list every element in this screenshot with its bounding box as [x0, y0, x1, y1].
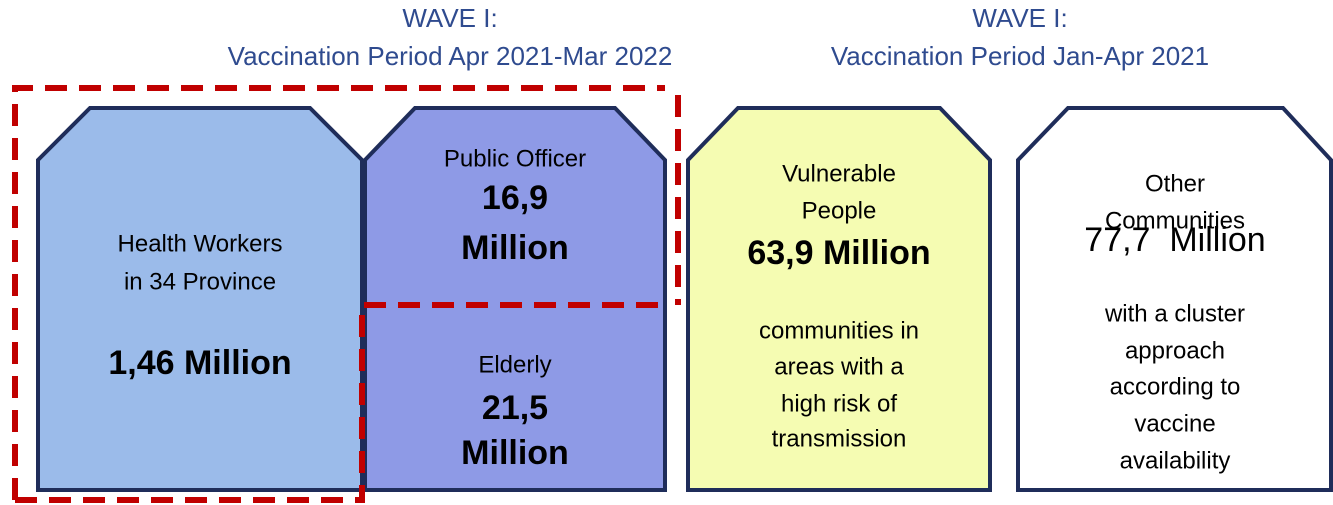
box-text: communities in: [759, 317, 919, 344]
box-number: 21,5: [482, 389, 548, 427]
box-text: Other: [1145, 170, 1205, 197]
header-line: Vaccination Period Apr 2021-Mar 2022: [228, 41, 673, 71]
box-text: according to: [1110, 373, 1241, 400]
box-text: with a cluster: [1104, 300, 1245, 327]
header-line: WAVE I:: [972, 3, 1067, 33]
box-text: areas with a: [774, 353, 904, 380]
box: [36, 106, 364, 492]
header-line: WAVE I:: [402, 3, 497, 33]
box-text: Communities: [1105, 207, 1245, 234]
box-text: approach: [1125, 337, 1225, 364]
box-text: Elderly: [478, 351, 551, 378]
box-text: in 34 Province: [124, 268, 276, 295]
box-number: Million: [461, 229, 569, 267]
box-text: transmission: [772, 425, 907, 452]
box-text: People: [802, 197, 877, 224]
header-line: Vaccination Period Jan-Apr 2021: [831, 41, 1209, 71]
box-text: availability: [1120, 447, 1231, 474]
box-text: Public Officer: [444, 145, 586, 172]
dashed-outline: [15, 302, 665, 503]
box-number: Million: [461, 434, 569, 472]
box-number: 1,46 Million: [108, 344, 291, 382]
box-number: 63,9 Million: [747, 234, 930, 272]
dashed-outline: [12, 85, 665, 500]
box-text: vaccine: [1134, 410, 1215, 437]
box-text: Health Workers: [118, 230, 283, 257]
box-number: 77,7 Million: [1084, 221, 1265, 259]
box-text: high risk of: [781, 390, 897, 417]
box-number: 16,9: [482, 179, 548, 217]
box: [1016, 106, 1333, 492]
box-text: Vulnerable: [782, 160, 896, 187]
box: [686, 106, 992, 492]
